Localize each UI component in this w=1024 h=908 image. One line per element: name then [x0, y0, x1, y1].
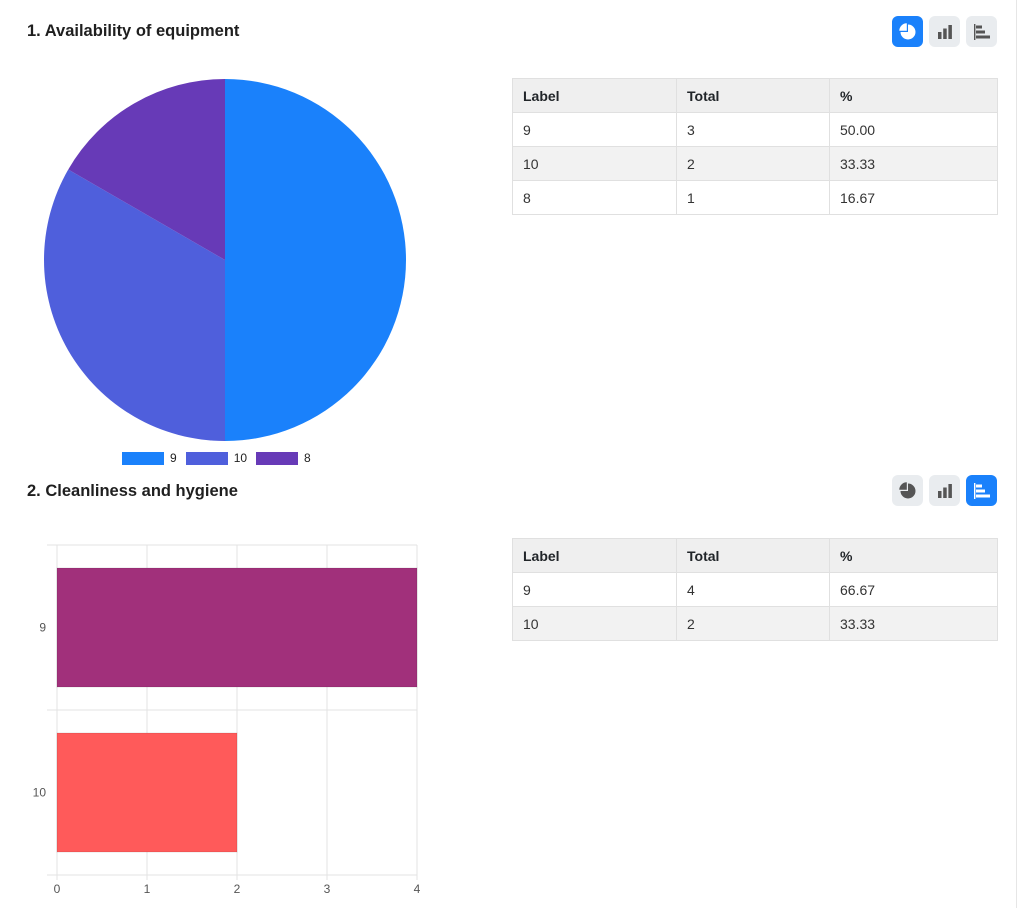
question-2-title: 2. Cleanliness and hygiene — [27, 482, 238, 500]
cell-label: 10 — [512, 146, 677, 181]
cell-total: 4 — [676, 572, 830, 607]
page-border — [1016, 0, 1017, 908]
legend-item[interactable]: 8 — [256, 451, 311, 465]
table-header-row: Label Total % — [512, 78, 998, 113]
pie-chart-icon — [898, 22, 915, 39]
x-tick-label: 4 — [414, 882, 421, 896]
cell-label: 10 — [512, 606, 677, 641]
legend-item[interactable]: 9 — [122, 451, 177, 465]
cell-total: 2 — [676, 146, 830, 181]
table-row: 8 1 16.67 — [512, 180, 998, 215]
bar-chart-icon — [937, 483, 952, 498]
legend-item[interactable]: 10 — [185, 451, 248, 465]
cell-label: 9 — [512, 572, 677, 607]
legend-label: 10 — [233, 451, 248, 465]
x-tick-label: 1 — [144, 882, 151, 896]
header-percent: % — [829, 78, 998, 113]
cell-percent: 16.67 — [829, 180, 998, 215]
x-tick-label: 2 — [234, 882, 241, 896]
cell-total: 2 — [676, 606, 830, 641]
cell-total: 3 — [676, 112, 830, 147]
pie-slice-10[interactable] — [43, 169, 225, 442]
results-table-2: Label Total % 9 4 66.67 10 2 33.33 — [512, 538, 998, 641]
table-row: 9 3 50.00 — [512, 112, 998, 147]
legend-swatch — [122, 451, 164, 465]
legend-swatch — [256, 451, 299, 465]
cell-percent: 33.33 — [829, 606, 998, 641]
y-tick-label: 9 — [39, 621, 46, 635]
pie-chart-button[interactable] — [892, 16, 923, 47]
x-tick-label: 3 — [324, 882, 331, 896]
cell-total: 1 — [676, 180, 830, 215]
cell-percent: 50.00 — [829, 112, 998, 147]
legend-label: 8 — [304, 451, 311, 465]
header-total: Total — [676, 78, 830, 113]
x-tick-label: 0 — [54, 882, 61, 896]
bar-9[interactable] — [56, 567, 418, 688]
bar-chart-icon — [937, 24, 952, 39]
header-total: Total — [676, 538, 830, 573]
pie-slice-8[interactable] — [68, 79, 225, 260]
table-row: 9 4 66.67 — [512, 572, 998, 607]
pie-chart-icon — [898, 481, 915, 498]
pie-slice-9[interactable] — [225, 79, 406, 441]
results-table-1: Label Total % 9 3 50.00 10 2 33.33 8 1 1… — [512, 78, 998, 215]
horizontal-bar-chart-icon — [973, 482, 990, 499]
chart-type-toggle-2 — [892, 475, 997, 506]
header-label: Label — [512, 78, 677, 113]
cell-percent: 33.33 — [829, 146, 998, 181]
pie-legend: 9 10 8 — [122, 451, 320, 465]
y-tick-label: 10 — [33, 786, 47, 800]
horizontal-bar-chart-icon — [973, 23, 990, 40]
horizontal-bar-chart: 0 1 2 3 4 9 10 — [33, 544, 421, 896]
question-1-title: 1. Availability of equipment — [27, 22, 240, 40]
pie-chart — [43, 79, 406, 442]
table-row: 10 2 33.33 — [512, 606, 998, 641]
bar-chart-button[interactable] — [929, 475, 960, 506]
pie-chart-button[interactable] — [892, 475, 923, 506]
table-header-row: Label Total % — [512, 538, 998, 573]
header-percent: % — [829, 538, 998, 573]
legend-label: 9 — [170, 451, 177, 465]
bar-chart-button[interactable] — [929, 16, 960, 47]
horizontal-bar-chart-button[interactable] — [966, 16, 997, 47]
bar-10[interactable] — [56, 732, 238, 853]
table-row: 10 2 33.33 — [512, 146, 998, 181]
header-label: Label — [512, 538, 677, 573]
cell-label: 8 — [512, 180, 677, 215]
cell-percent: 66.67 — [829, 572, 998, 607]
legend-swatch — [185, 451, 228, 465]
horizontal-bar-chart-button[interactable] — [966, 475, 997, 506]
cell-label: 9 — [512, 112, 677, 147]
chart-type-toggle-1 — [892, 16, 997, 47]
